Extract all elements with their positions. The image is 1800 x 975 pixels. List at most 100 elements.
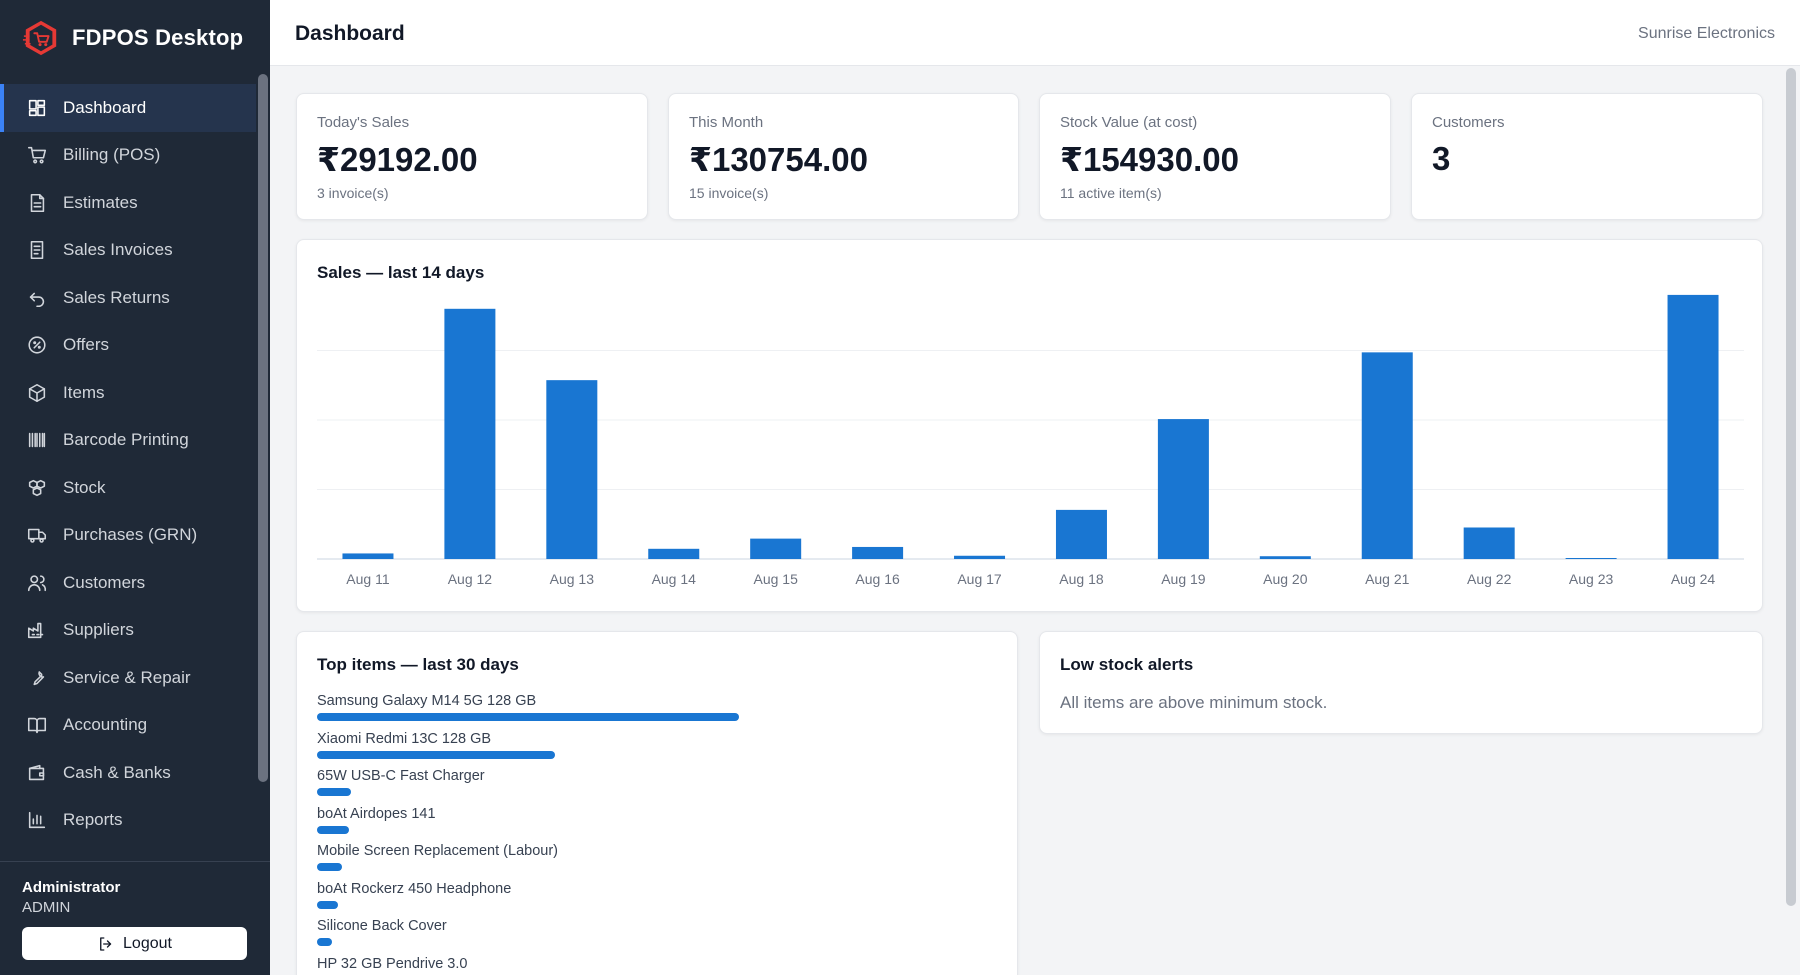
sidebar-item-barcode-printing[interactable]: Barcode Printing [0,417,256,465]
receipt-icon [26,239,48,261]
sidebar-item-label: Sales Invoices [63,240,173,260]
bar-chart-icon [26,809,48,831]
stat-card-todays-sales: Today's Sales ₹29192.00 3 invoice(s) [296,93,648,220]
sidebar-item-sales-returns[interactable]: Sales Returns [0,274,256,322]
document-icon [26,192,48,214]
low-stock-title: Low stock alerts [1060,655,1194,674]
top-item-row: boAt Rockerz 450 Headphone [317,881,837,919]
top-items-list: Samsung Galaxy M14 5G 128 GB Xiaomi Redmi… [317,693,837,975]
chart-bar [852,546,904,559]
top-item-name: Samsung Galaxy M14 5G 128 GB [317,693,537,709]
sidebar-item-label: Suppliers [63,620,134,640]
top-item-name: 65W USB-C Fast Charger [317,768,485,784]
top-item-name: HP 32 GB Pendrive 3.0 [317,955,468,972]
sidebar-item-reports[interactable]: Reports [0,797,256,845]
chart-bar [1055,509,1107,559]
chart-bar [1361,352,1413,559]
stat-label: This Month [689,114,764,131]
book-icon [26,714,48,736]
dashboard-icon [26,97,48,119]
chart-x-tick-label: Aug 24 [1671,571,1716,587]
chart-x-tick-label: Aug 23 [1569,571,1614,587]
sidebar-divider [0,861,270,862]
stat-sub: 11 active item(s) [1060,185,1162,201]
chart-x-tick-label: Aug 14 [652,571,697,587]
sidebar-item-cash-banks[interactable]: Cash & Banks [0,749,256,797]
stat-value: ₹130754.00 [689,141,868,178]
sidebar-item-offers[interactable]: Offers [0,322,256,370]
chart-bar [444,308,496,559]
stat-value: ₹29192.00 [317,141,478,178]
top-item-bar [317,863,342,871]
logout-icon [100,936,112,951]
top-item-name: Xiaomi Redmi 13C 128 GB [317,730,492,747]
chart-x-tick-label: Aug 12 [448,571,493,587]
sidebar-item-customers[interactable]: Customers [0,559,256,607]
sidebar-item-service-repair[interactable]: Service & Repair [0,654,256,702]
package-icon [26,382,48,404]
stat-label: Today's Sales [317,114,410,131]
chart-x-tick-label: Aug 22 [1467,571,1512,587]
sidebar-item-sales-invoices[interactable]: Sales Invoices [0,227,256,275]
sidebar-item-billing-pos[interactable]: Billing (POS) [0,132,256,180]
store-logo-icon [22,20,57,56]
chart-title: Sales — last 14 days [317,263,485,282]
sidebar-item-label: Purchases (GRN) [63,525,198,545]
sidebar-item-label: Billing (POS) [63,145,161,165]
sales-bar-chart: Aug 11 Aug 12 Aug 13 Aug 14 Aug 15 Aug 16 Aug … [317,294,1744,587]
top-items-card: Top items — last 30 days Samsung Galaxy … [296,631,1018,975]
top-item-name: boAt Airdopes 141 [317,805,436,822]
company-name: Sunrise Electronics [1638,25,1775,42]
sidebar-item-dashboard[interactable]: Dashboard [0,84,256,132]
chart-x-tick-label: Aug 16 [855,571,900,587]
top-item-bar [317,713,739,721]
sidebar-item-label: Customers [63,572,146,592]
chart-x-tick-label: Aug 11 [346,571,390,587]
top-item-row: Xiaomi Redmi 13C 128 GB [317,731,837,769]
stat-sub: 15 invoice(s) [689,185,769,201]
stat-value: 3 [1432,140,1451,177]
sidebar-item-label: Accounting [63,715,148,735]
chart-bar [546,380,598,559]
sidebar-item-stock[interactable]: Stock [0,464,256,512]
low-stock-message: All items are above minimum stock. [1060,693,1328,712]
top-item-bar [317,825,349,834]
sidebar-item-label: Estimates [63,192,138,212]
sales-chart-card: Sales — last 14 days Aug 11 Aug 12 Aug 13 A… [296,239,1763,612]
sidebar-scrollbar[interactable] [258,74,268,782]
chart-bar [342,553,394,559]
chart-x-tick-label: Aug 20 [1263,571,1308,587]
top-item-row: HP 32 GB Pendrive 3.0 [317,956,837,975]
wrench-icon [26,667,48,689]
sidebar-item-purchases-grn[interactable]: Purchases (GRN) [0,512,256,560]
stat-label: Customers [1432,114,1505,131]
logout-button[interactable]: Logout [22,927,247,960]
brand: FDPOS Desktop [22,18,243,58]
sidebar-item-more[interactable] [0,844,256,854]
chart-bar [750,538,802,559]
chart-bar [954,555,1006,559]
chart-bar [648,548,700,559]
chart-bar [1463,527,1515,559]
chart-x-tick-label: Aug 17 [957,571,1002,587]
stat-card-this-month: This Month ₹130754.00 15 invoice(s) [668,93,1019,220]
sidebar-item-label: Sales Returns [63,287,170,307]
factory-icon [26,619,48,641]
boxes-icon [26,477,48,499]
cart-icon [26,144,48,166]
wallet-icon [26,762,48,784]
sidebar-item-items[interactable]: Items [0,369,256,417]
top-item-row: boAt Airdopes 141 [317,806,837,844]
sidebar-item-accounting[interactable]: Accounting [0,702,256,750]
badge-percent-icon [26,334,48,356]
low-stock-card: Low stock alerts All items are above min… [1039,631,1763,734]
truck-icon [26,524,48,546]
sidebar-item-estimates[interactable]: Estimates [0,179,256,227]
top-items-title: Top items — last 30 days [317,655,519,674]
page-title: Dashboard [295,22,405,45]
chart-bar [1565,558,1617,559]
sidebar-item-suppliers[interactable]: Suppliers [0,607,256,655]
logout-label: Logout [123,934,172,952]
top-item-row: Samsung Galaxy M14 5G 128 GB [317,693,837,731]
main-scrollbar[interactable] [1786,68,1796,906]
